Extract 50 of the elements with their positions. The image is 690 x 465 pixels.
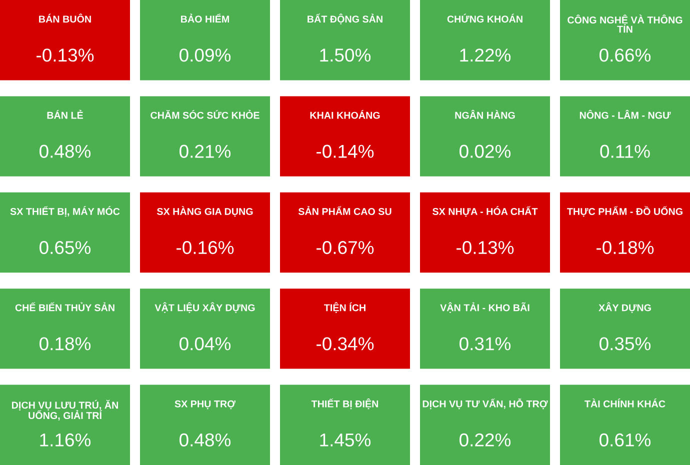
data-label: 0.11% — [600, 144, 650, 158]
category-label: SẢN PHẨM CAO SU — [298, 206, 392, 215]
data-label: 0.31% — [460, 337, 511, 350]
category-label: BẢO HIỂM — [181, 14, 229, 23]
data-label: -0.16% — [176, 241, 234, 254]
category-label: CÔNG NGHỆ VÀ THÔNG TIN — [568, 14, 682, 33]
category-label: KHAI KHOÁNG — [310, 110, 380, 119]
category-label: VẬN TẢI - KHO BÃI — [440, 302, 530, 313]
category-label: SX PHỤ TRỢ — [174, 400, 236, 410]
data-label: -0.34% — [316, 337, 374, 350]
category-label: NÔNG - LÂM - NGƯ — [580, 110, 671, 119]
category-label: TIỆN ÍCH — [324, 302, 366, 313]
data-label: 0.48% — [40, 144, 91, 158]
category-label: SX NHỰA - HÓA CHẤT — [432, 206, 538, 217]
data-label: 0.65% — [40, 241, 91, 254]
category-label: DỊCH VỤ TƯ VẤN, HỖ TRỢ — [422, 398, 548, 410]
data-label: 1.22% — [460, 48, 511, 62]
data-label: 1.16% — [40, 433, 91, 446]
data-label: 1.45% — [320, 433, 371, 446]
data-label: -0.13% — [36, 48, 94, 62]
category-label: BẤT ĐỘNG SẢN — [308, 14, 382, 24]
data-label: 0.61% — [600, 433, 651, 446]
data-label: 0.22% — [460, 433, 511, 446]
data-label: 0.18% — [40, 337, 91, 350]
data-label: 0.02% — [460, 144, 511, 158]
data-label: 0.09% — [180, 48, 231, 62]
data-label: 0.21% — [180, 144, 231, 158]
category-label: DỊCH VỤ LƯU TRÚ, ĂN UỐNG, GIẢI TRÍ — [12, 400, 118, 420]
category-label: NGÂN HÀNG — [455, 110, 515, 119]
data-label: -0.67% — [316, 241, 374, 254]
category-label: SX THIẾT BỊ, MÁY MÓC — [10, 206, 120, 217]
category-label: THỰC PHẨM - ĐỒ UỐNG — [567, 206, 682, 217]
category-label: BÁN BUÔN — [39, 14, 91, 23]
category-label: SX HÀNG GIA DỤNG — [156, 206, 253, 217]
category-label: CHĂM SÓC SỨC KHỎE — [150, 110, 260, 119]
category-label: VẬT LIỆU XÂY DỰNG — [154, 302, 255, 313]
category-label: CHẾ BIẾN THỦY SẢN — [15, 302, 114, 312]
data-label: 0.66% — [600, 48, 651, 62]
category-label: TÀI CHÍNH KHÁC — [584, 398, 666, 408]
data-label: -0.13% — [456, 241, 514, 254]
data-label: 0.35% — [600, 337, 651, 350]
data-label: 0.48% — [180, 433, 231, 446]
category-label: CHỨNG KHOÁN — [447, 14, 522, 23]
category-label: THIẾT BỊ ĐIỆN — [311, 398, 378, 410]
data-label: 1.50% — [320, 48, 371, 62]
data-label: 0.04% — [180, 337, 231, 350]
category-label: XÂY DỰNG — [598, 302, 651, 313]
data-label: -0.18% — [596, 241, 654, 254]
category-label: BÁN LẺ — [47, 110, 83, 119]
data-label: -0.14% — [316, 144, 374, 158]
